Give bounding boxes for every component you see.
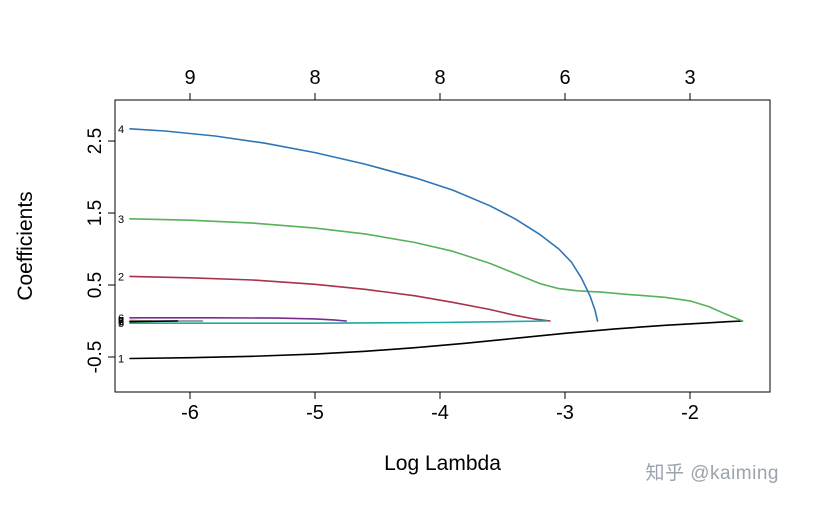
series-line-var6 xyxy=(129,316,348,322)
x-axis-tick-label: -5 xyxy=(306,402,324,424)
x-axis-tick-label: -3 xyxy=(556,402,574,424)
series-line-var9 xyxy=(129,320,179,323)
curve-label-var3: 3 xyxy=(118,214,124,226)
top-axis-df-label: 9 xyxy=(184,67,195,89)
series-line-var1 xyxy=(129,320,744,360)
top-axis-df-label: 8 xyxy=(309,67,320,89)
x-axis-tick-label: -4 xyxy=(431,402,449,424)
curve-label-var8: 8 xyxy=(118,316,124,328)
watermark: 知乎 @kaiming xyxy=(645,463,779,484)
x-axis-tick-label: -6 xyxy=(181,402,199,424)
curve-label-var6: 6 xyxy=(118,313,124,325)
plot-frame xyxy=(114,99,771,393)
curve-label-var2: 2 xyxy=(118,271,124,283)
top-axis-df-label: 3 xyxy=(684,67,695,89)
curve-label-var1: 1 xyxy=(118,353,124,365)
series-line-var4 xyxy=(129,128,599,322)
x-axis-tick-label: -2 xyxy=(681,402,699,424)
y-axis-tick-label: 1.5 xyxy=(85,200,106,226)
curve-label-var9: 9 xyxy=(118,317,124,329)
top-axis-df-label: 8 xyxy=(434,67,445,89)
series-line-var5 xyxy=(129,320,548,325)
y-axis-title: Coefficients xyxy=(14,191,37,300)
series-line-var3 xyxy=(129,218,744,322)
y-axis-tick-label: 0.5 xyxy=(85,272,106,298)
series-line-var2 xyxy=(129,275,551,322)
curve-label-var7: 7 xyxy=(118,315,124,327)
curve-label-var4: 4 xyxy=(118,124,124,136)
top-axis-df-label: 6 xyxy=(559,67,570,89)
y-axis-tick-label: -0.5 xyxy=(85,341,106,374)
x-axis-title: Log Lambda xyxy=(384,452,501,475)
curve-label-var5: 5 xyxy=(118,318,124,330)
y-axis-tick-label: 2.5 xyxy=(85,128,106,154)
